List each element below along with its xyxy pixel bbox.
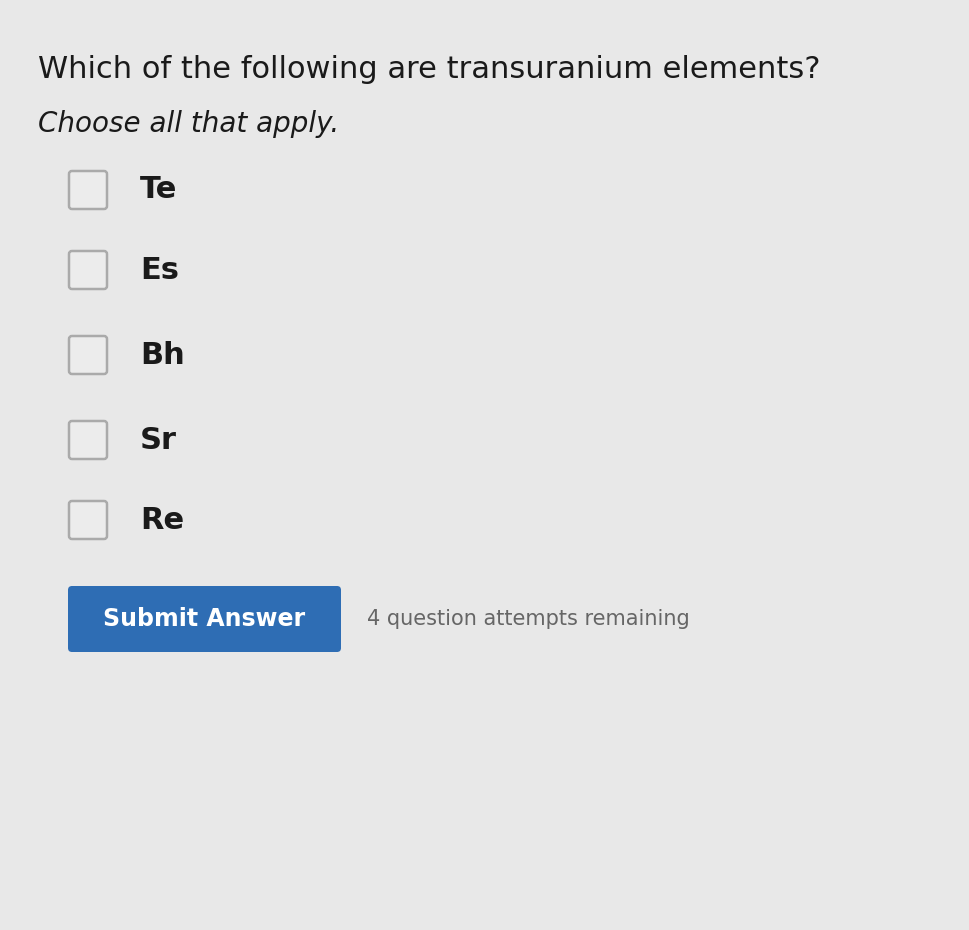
Text: Es: Es (140, 256, 179, 285)
Text: Bh: Bh (140, 340, 184, 369)
Text: Which of the following are transuranium elements?: Which of the following are transuranium … (38, 55, 820, 84)
Text: Re: Re (140, 506, 184, 535)
Text: Choose all that apply.: Choose all that apply. (38, 110, 339, 138)
FancyBboxPatch shape (69, 501, 107, 539)
FancyBboxPatch shape (69, 336, 107, 374)
FancyBboxPatch shape (69, 421, 107, 459)
FancyBboxPatch shape (69, 251, 107, 289)
FancyBboxPatch shape (69, 171, 107, 209)
Text: 4 question attempts remaining: 4 question attempts remaining (366, 609, 689, 629)
Text: Te: Te (140, 176, 177, 205)
Text: Sr: Sr (140, 426, 176, 455)
FancyBboxPatch shape (68, 586, 341, 652)
Text: Submit Answer: Submit Answer (104, 607, 305, 631)
